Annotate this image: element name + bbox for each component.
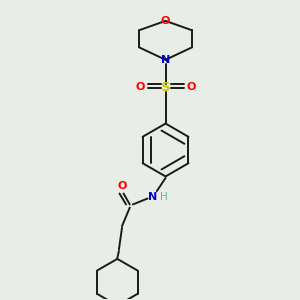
Text: H: H xyxy=(160,192,168,202)
Text: N: N xyxy=(161,55,170,65)
Text: N: N xyxy=(148,192,158,202)
Text: O: O xyxy=(135,82,145,92)
Text: O: O xyxy=(186,82,196,92)
Text: O: O xyxy=(117,181,127,191)
Text: O: O xyxy=(161,16,170,26)
Text: S: S xyxy=(161,81,170,94)
